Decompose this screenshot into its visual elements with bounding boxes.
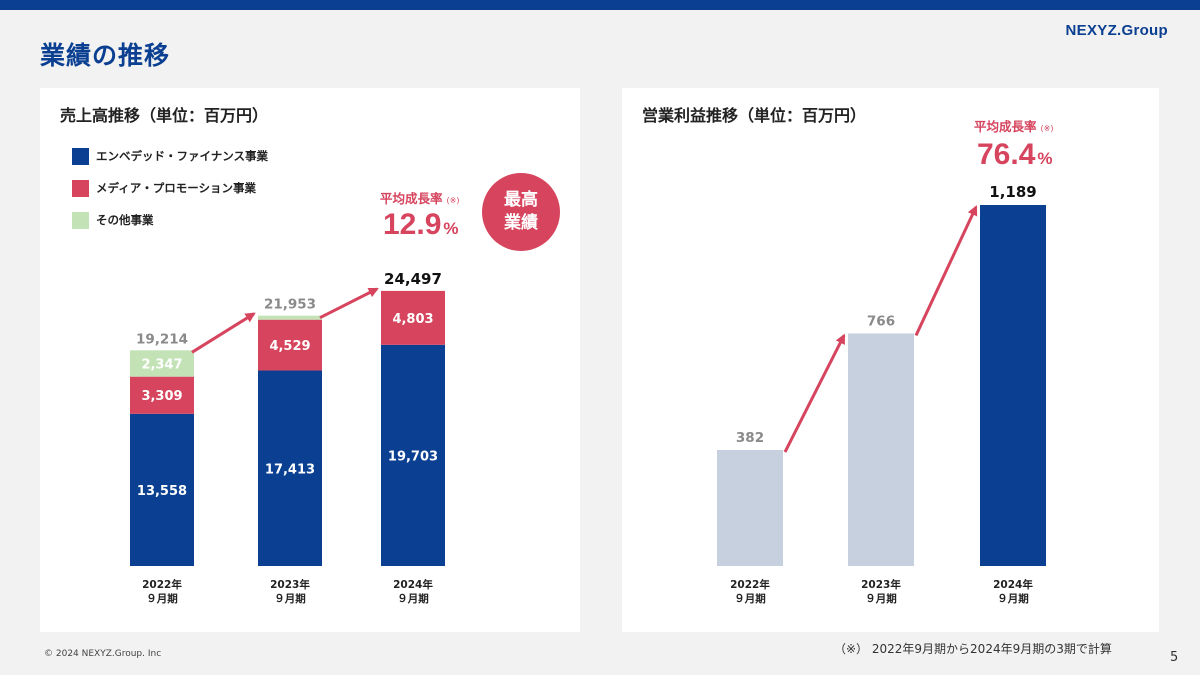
- profit-category-1-line-2: ９月期: [734, 592, 766, 605]
- revenue-bar-1-seg-1: [130, 413, 194, 566]
- legend-label-embedded: エンベデッド・ファイナンス事業: [96, 149, 269, 163]
- profit-growth-arrow-2: [914, 205, 978, 337]
- revenue-segment-label-1-3: 2,347: [141, 357, 182, 372]
- legend-swatch-other: [72, 211, 89, 229]
- profit-value-label-1: 382: [736, 430, 764, 446]
- profit-category-1-line-1: 2022年: [730, 578, 770, 591]
- revenue-total-label-2: 21,953: [264, 297, 316, 313]
- legend-item-other: その他事業: [72, 204, 268, 236]
- revenue-panel: 売上高推移（単位：百万円） エンベデッド・ファイナンス事業 メディア・プロモーシ…: [40, 88, 580, 632]
- revenue-growth-arrow-1: [191, 312, 256, 354]
- revenue-growth-arrow-2: [319, 287, 379, 320]
- revenue-growth-value: 12.9%: [383, 208, 459, 242]
- profit-growth-value: 76.4%: [977, 138, 1053, 172]
- revenue-segment-label-2-1: 17,413: [265, 462, 315, 477]
- revenue-segment-label-3-2: 4,803: [392, 312, 433, 327]
- profit-category-2-line-1: 2023年: [861, 578, 901, 591]
- brand-logo: NEXYZ.Group: [1065, 22, 1168, 39]
- top-accent-bar: [0, 0, 1200, 10]
- revenue-bar-2-seg-3: [258, 315, 322, 320]
- profit-category-2-line-2: ９月期: [865, 592, 897, 605]
- revenue-bar-2-seg-1: [258, 370, 322, 566]
- revenue-total-label-3: 24,497: [384, 270, 442, 288]
- revenue-bar-3-seg-1: [381, 344, 445, 566]
- revenue-bar-1-seg-3: [130, 350, 194, 377]
- revenue-bar-3-seg-2: [381, 290, 445, 345]
- page-title: 業績の推移: [40, 41, 171, 70]
- badge-line-2: 業績: [504, 213, 538, 233]
- revenue-segment-label-1-2: 3,309: [141, 389, 182, 404]
- revenue-chart: 13,5583,3092,34719,2142022年９月期17,4134,52…: [130, 270, 445, 605]
- legend-swatch-media: [72, 179, 89, 197]
- legend-item-embedded: エンベデッド・ファイナンス事業: [72, 140, 268, 172]
- copyright: © 2024 NEXYZ.Group. Inc: [44, 649, 162, 659]
- profit-growth-arrow-1: [783, 333, 846, 453]
- profit-growth-title: 平均成長率: [974, 119, 1037, 134]
- legend-label-media: メディア・プロモーション事業: [96, 181, 256, 195]
- profit-category-3-line-1: 2024年: [993, 578, 1033, 591]
- footnote: （※） 2022年9月期から2024年9月期の3期で計算: [834, 642, 1112, 656]
- revenue-growth-label: 平均成長率 (※): [380, 188, 459, 207]
- profit-bar-3: [980, 205, 1046, 566]
- revenue-category-3-line-2: ９月期: [397, 592, 429, 605]
- record-high-badge: 最高 業績: [482, 173, 560, 251]
- revenue-bar-1-seg-2: [130, 376, 194, 414]
- legend-swatch-embedded: [72, 147, 89, 165]
- profit-category-3-line-2: ９月期: [997, 592, 1029, 605]
- revenue-total-label-1: 19,214: [136, 331, 188, 347]
- profit-panel: 営業利益推移（単位：百万円） 平均成長率 (※) 76.4% 382 2022年 ９月…: [622, 88, 1159, 632]
- badge-line-1: 最高: [504, 190, 538, 210]
- profit-bar-1: [717, 450, 783, 566]
- legend-item-media: メディア・プロモーション事業: [72, 172, 268, 204]
- profit-growth-label: 平均成長率 (※): [974, 116, 1053, 135]
- profit-growth-number: 76.4: [977, 138, 1036, 171]
- revenue-chart-title: 売上高推移（単位：百万円）: [60, 106, 269, 125]
- revenue-growth-title: 平均成長率: [380, 191, 443, 206]
- revenue-growth-note: (※): [446, 196, 460, 205]
- revenue-growth-unit: %: [443, 219, 459, 238]
- profit-bar-2: [848, 333, 914, 566]
- revenue-category-2-line-2: ９月期: [274, 592, 306, 605]
- revenue-category-1-line-1: 2022年: [142, 578, 182, 591]
- revenue-segment-label-1-1: 13,558: [137, 484, 187, 499]
- profit-growth-unit: %: [1037, 149, 1053, 168]
- legend-label-other: その他事業: [96, 213, 154, 227]
- revenue-category-1-line-2: ９月期: [146, 592, 178, 605]
- profit-value-label-3: 1,189: [989, 183, 1036, 201]
- profit-chart-title: 営業利益推移（単位：百万円）: [642, 106, 867, 125]
- revenue-segment-label-3-1: 19,703: [388, 449, 438, 464]
- revenue-category-2-line-1: 2023年: [270, 578, 310, 591]
- revenue-category-3-line-1: 2024年: [393, 578, 433, 591]
- page-number: 5: [1170, 650, 1179, 665]
- profit-value-label-2: 766: [867, 313, 895, 329]
- profit-growth-note: (※): [1040, 124, 1054, 133]
- revenue-segment-label-2-2: 4,529: [269, 339, 310, 354]
- revenue-bar-2-seg-2: [258, 319, 322, 371]
- revenue-growth-number: 12.9: [383, 208, 442, 241]
- revenue-legend: エンベデッド・ファイナンス事業 メディア・プロモーション事業 その他事業: [72, 140, 268, 236]
